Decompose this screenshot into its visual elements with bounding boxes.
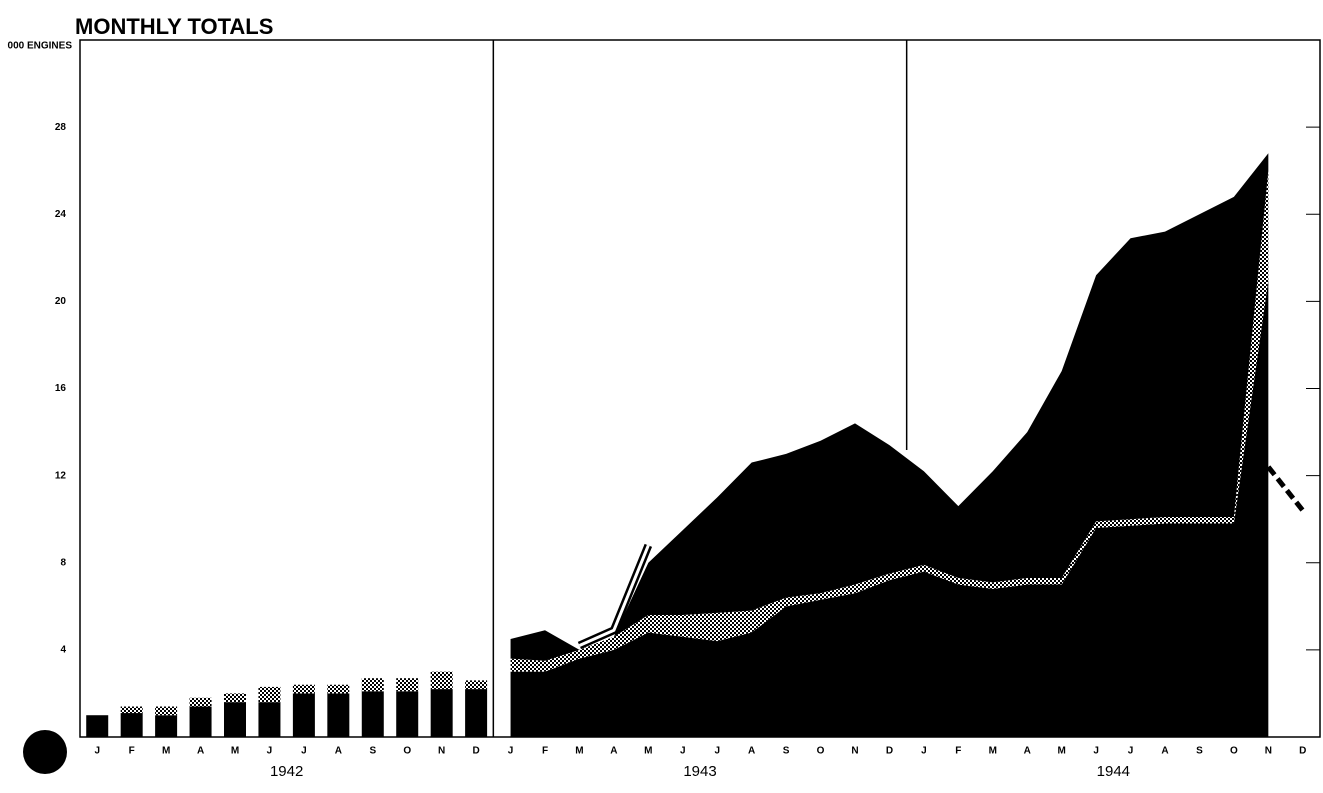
y-tick-label: 4 bbox=[60, 645, 66, 656]
x-tick-label: A bbox=[1161, 746, 1168, 757]
x-tick-label: S bbox=[783, 746, 790, 757]
x-tick-label: O bbox=[403, 746, 411, 757]
x-tick-label: J bbox=[921, 746, 927, 757]
chart-title: MONTHLY TOTALS bbox=[75, 14, 273, 39]
line bbox=[578, 544, 650, 647]
bar-segment bbox=[120, 713, 143, 737]
x-tick-label: J bbox=[508, 746, 514, 757]
bar-segment bbox=[155, 706, 178, 716]
x-tick-label: F bbox=[129, 746, 135, 757]
bar-segment bbox=[155, 715, 178, 737]
y-tick-label: 28 bbox=[55, 122, 67, 133]
bar-segment bbox=[396, 678, 419, 692]
bar-segment bbox=[361, 691, 384, 737]
x-tick-label: J bbox=[714, 746, 720, 757]
x-tick-label: A bbox=[610, 746, 617, 757]
x-tick-label: A bbox=[748, 746, 755, 757]
y-tick-label: 24 bbox=[55, 209, 67, 220]
x-tick-label: F bbox=[542, 746, 548, 757]
x-tick-label: M bbox=[575, 746, 583, 757]
x-tick-label: J bbox=[1093, 746, 1099, 757]
x-tick-label: M bbox=[1057, 746, 1065, 757]
x-tick-label: O bbox=[1230, 746, 1238, 757]
year-label: 1942 bbox=[270, 763, 303, 780]
x-tick-label: M bbox=[989, 746, 997, 757]
bar-segment bbox=[224, 693, 246, 703]
x-tick-label: N bbox=[438, 746, 445, 757]
bar-segment bbox=[292, 693, 315, 737]
y-tick-label: 20 bbox=[55, 296, 67, 307]
x-tick-label: F bbox=[955, 746, 961, 757]
area-layer bbox=[510, 279, 1269, 737]
x-tick-label: M bbox=[231, 746, 239, 757]
x-tick-label: O bbox=[817, 746, 825, 757]
x-tick-label: M bbox=[644, 746, 652, 757]
x-tick-label: S bbox=[1196, 746, 1203, 757]
bar-segment bbox=[258, 686, 281, 703]
x-tick-label: M bbox=[162, 746, 170, 757]
x-tick-label: D bbox=[1299, 746, 1306, 757]
bar-segment bbox=[361, 678, 384, 692]
bar-segment bbox=[86, 715, 109, 737]
line bbox=[1266, 465, 1305, 513]
area-layer bbox=[510, 153, 1269, 661]
x-tick-label: J bbox=[94, 746, 100, 757]
bar-segment bbox=[396, 691, 419, 737]
x-tick-label: D bbox=[886, 746, 893, 757]
x-tick-label: A bbox=[197, 746, 204, 757]
x-tick-label: A bbox=[335, 746, 342, 757]
y-tick-label: 16 bbox=[55, 383, 67, 394]
year-label: 1944 bbox=[1097, 763, 1130, 780]
x-tick-label: J bbox=[301, 746, 307, 757]
x-tick-label: S bbox=[369, 746, 376, 757]
bar-segment bbox=[430, 689, 453, 737]
x-tick-label: J bbox=[267, 746, 273, 757]
x-tick-label: J bbox=[1128, 746, 1134, 757]
bar-segment bbox=[292, 684, 315, 694]
bar-segment bbox=[120, 706, 143, 714]
bar-segment bbox=[465, 689, 488, 737]
y-tick-label: 12 bbox=[55, 470, 67, 481]
bar-segment bbox=[224, 702, 246, 737]
bar-segment bbox=[327, 684, 350, 694]
x-tick-label: D bbox=[472, 746, 479, 757]
y-tick-label: 8 bbox=[60, 557, 66, 568]
bar-segment bbox=[465, 680, 488, 690]
bar-segment bbox=[327, 693, 350, 737]
year-label: 1943 bbox=[683, 763, 716, 780]
bar-segment bbox=[430, 671, 453, 690]
x-tick-label: N bbox=[851, 746, 858, 757]
punch-hole bbox=[23, 730, 67, 774]
bar-segment bbox=[189, 697, 212, 707]
y-axis-label: 000 ENGINES bbox=[8, 41, 73, 52]
x-tick-label: N bbox=[1265, 746, 1272, 757]
bar-segment bbox=[258, 702, 281, 737]
bar-segment bbox=[189, 706, 212, 737]
x-tick-label: A bbox=[1024, 746, 1031, 757]
x-tick-label: J bbox=[680, 746, 686, 757]
